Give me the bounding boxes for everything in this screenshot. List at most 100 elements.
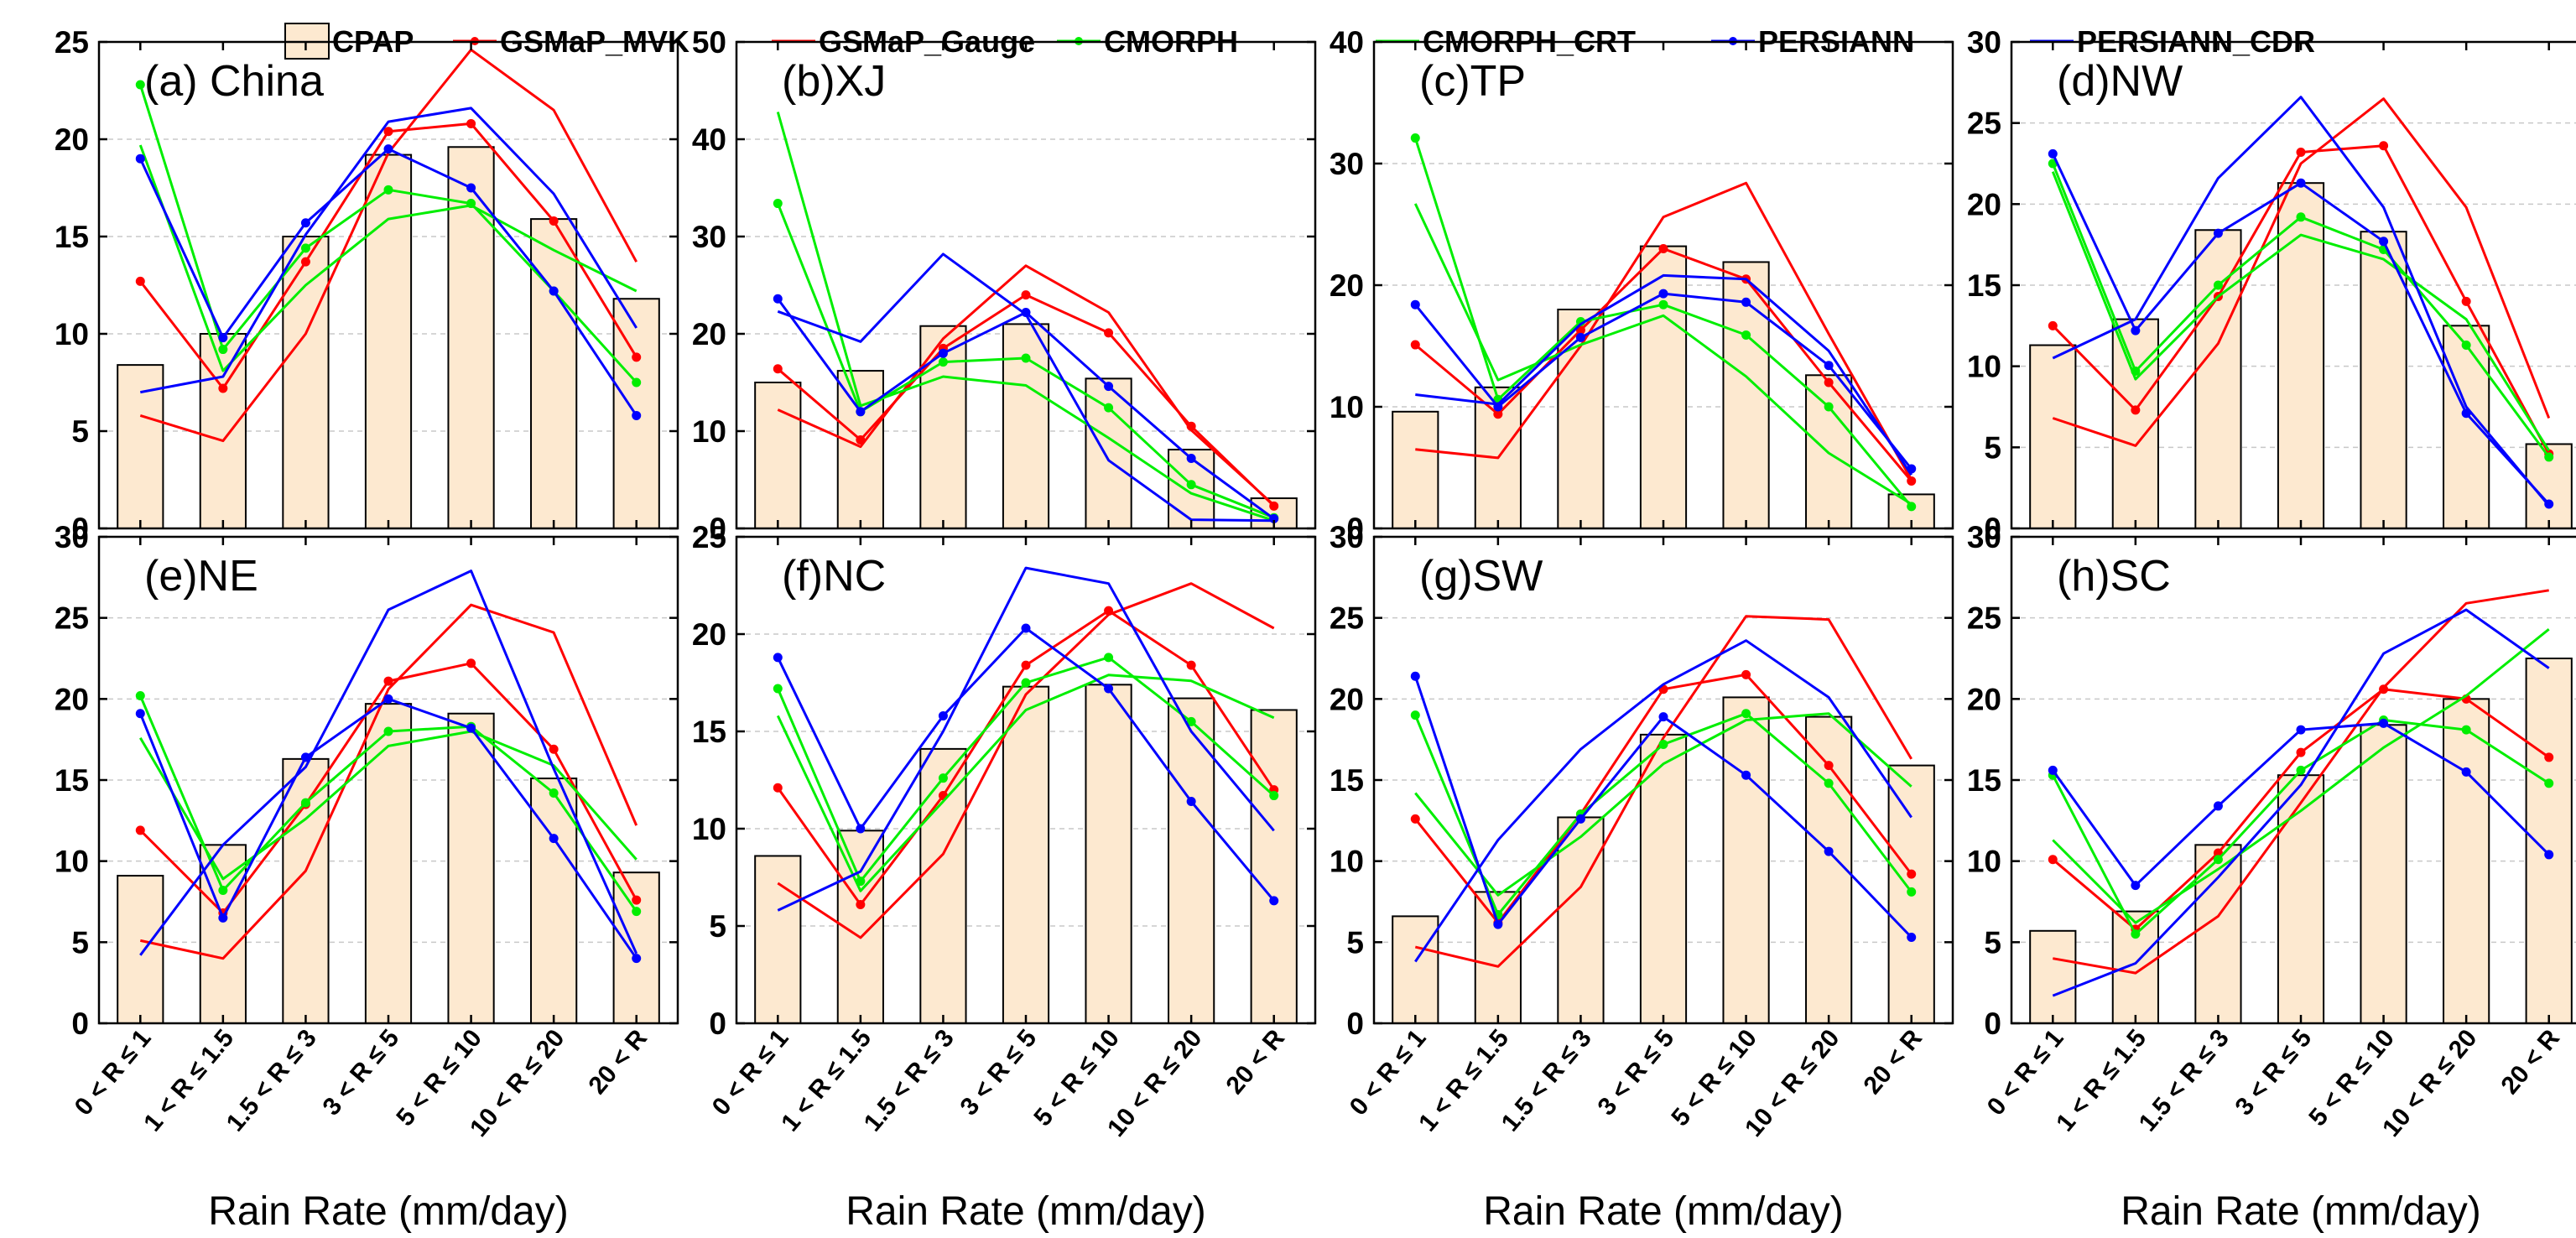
- panel-title: (b)XJ: [782, 57, 886, 106]
- y-tick-label: 20: [55, 122, 89, 157]
- point-persiann-1: [2131, 325, 2141, 336]
- point-gsmap-mvk-3: [2296, 747, 2306, 757]
- y-tick-label: 5: [1984, 430, 2001, 465]
- point-cmorph-5: [1186, 480, 1196, 490]
- point-cmorph-0: [135, 690, 145, 700]
- point-cmorph-3: [383, 185, 393, 195]
- point-persiann-6: [1907, 933, 1917, 943]
- point-persiann-6: [1269, 896, 1279, 906]
- bar-cpap-6: [2525, 658, 2573, 1024]
- bar-cpap-0: [2029, 344, 2077, 529]
- bar-cpap-4: [2360, 724, 2407, 1024]
- point-cmorph-5: [2461, 341, 2471, 351]
- point-gsmap-mvk-6: [1907, 869, 1917, 879]
- point-cmorph-3: [2296, 212, 2306, 222]
- y-tick-label: 25: [1967, 107, 2001, 141]
- bar-cpap-1: [836, 370, 884, 529]
- y-tick-label: 10: [1330, 390, 1364, 424]
- point-persiann-6: [632, 410, 642, 420]
- line-persiann-cdr: [2052, 96, 2550, 507]
- point-persiann-2: [300, 218, 310, 228]
- y-tick-label: 20: [55, 682, 89, 716]
- point-persiann-4: [1104, 382, 1114, 392]
- bar-cpap-3: [364, 153, 413, 529]
- point-persiann-4: [2379, 237, 2389, 247]
- point-persiann-5: [1824, 846, 1834, 856]
- y-tick-label: 5: [71, 414, 89, 449]
- point-cmorph-2: [300, 243, 310, 253]
- bar-cpap-1: [2111, 318, 2159, 529]
- line-gsmap-gauge: [2052, 97, 2551, 447]
- point-gsmap-mvk-3: [383, 127, 393, 137]
- bar-cpap-4: [1085, 684, 1132, 1024]
- line-cmorph-crt: [2051, 171, 2550, 451]
- bar-cpap-6: [612, 871, 660, 1024]
- y-tick-label: 0: [1984, 1007, 2001, 1041]
- point-persiann-2: [938, 710, 948, 720]
- panel-title: (f)NC: [782, 552, 886, 601]
- y-tick-label: 25: [692, 520, 726, 554]
- y-tick-label: 5: [1346, 925, 1364, 960]
- bar-cpap-3: [1002, 685, 1050, 1024]
- point-gsmap-mvk-4: [466, 118, 476, 128]
- bar-cpap-5: [1168, 697, 1215, 1024]
- x-axis-label: Rain Rate (mm/day): [208, 1189, 568, 1234]
- line-gsmap-gauge: [777, 582, 1275, 939]
- point-cmorph-2: [2213, 280, 2223, 290]
- point-persiann-2: [2213, 801, 2223, 811]
- point-gsmap-mvk-0: [135, 825, 145, 835]
- point-cmorph-6: [632, 907, 642, 917]
- point-persiann-3: [383, 694, 393, 704]
- point-gsmap-mvk-1: [218, 383, 228, 393]
- point-persiann-4: [1741, 770, 1751, 780]
- point-persiann-0: [1410, 671, 1420, 681]
- point-gsmap-mvk-6: [632, 895, 642, 905]
- bar-cpap-5: [2443, 325, 2490, 530]
- y-tick-label: 25: [55, 601, 89, 636]
- point-persiann-2: [1575, 814, 1585, 824]
- point-persiann-4: [1741, 297, 1751, 307]
- point-persiann-0: [135, 709, 145, 719]
- y-tick-label: 25: [1967, 601, 2001, 636]
- point-gsmap-mvk-0: [2048, 320, 2058, 330]
- y-tick-label: 15: [1330, 763, 1364, 798]
- point-persiann-0: [2048, 765, 2058, 775]
- y-tick-label: 30: [55, 520, 89, 554]
- panel-title: (h)SC: [2057, 552, 2171, 601]
- point-persiann-0: [135, 153, 145, 164]
- point-gsmap-mvk-0: [1410, 340, 1420, 350]
- point-cmorph-2: [938, 357, 948, 367]
- bar-cpap-1: [199, 844, 247, 1024]
- point-persiann-3: [1658, 712, 1668, 722]
- y-tick-label: 0: [709, 1007, 726, 1041]
- point-gsmap-mvk-6: [1907, 476, 1917, 486]
- point-persiann-1: [218, 333, 228, 343]
- point-gsmap-mvk-0: [135, 276, 145, 286]
- y-tick-label: 20: [1967, 682, 2001, 716]
- y-tick-label: 10: [55, 845, 89, 879]
- line-gsmap-gauge: [139, 603, 638, 960]
- point-gsmap-mvk-3: [2296, 147, 2306, 157]
- bar-cpap-2: [1557, 309, 1605, 529]
- y-tick-label: 20: [1330, 268, 1364, 303]
- point-persiann-0: [773, 653, 783, 663]
- point-cmorph-5: [1824, 402, 1834, 412]
- panel-title: (e)NE: [144, 552, 258, 601]
- y-tick-label: 5: [709, 909, 726, 944]
- y-tick-label: 0: [71, 512, 89, 546]
- point-cmorph-0: [773, 684, 783, 694]
- bar-cpap-0: [117, 875, 164, 1024]
- point-cmorph-6: [1269, 791, 1279, 801]
- point-persiann-3: [1021, 307, 1031, 317]
- point-cmorph-4: [1104, 403, 1114, 413]
- bar-cpap-2: [2194, 844, 2242, 1024]
- panel-b-xj: 0 10 20 30 40 50 (b)XJ: [692, 25, 1317, 546]
- point-cmorph-4: [1741, 709, 1751, 719]
- line-persiann-cdr: [1414, 639, 1912, 963]
- line-persiann-cdr: [140, 107, 637, 394]
- y-tick-label: 0: [71, 1007, 89, 1041]
- y-tick-label: 30: [1967, 520, 2001, 554]
- x-tick-label: 3 < R ≤ 5: [317, 1024, 404, 1121]
- line-gsmap-gauge: [1415, 181, 1913, 481]
- line-cmorph-crt: [1414, 712, 1912, 897]
